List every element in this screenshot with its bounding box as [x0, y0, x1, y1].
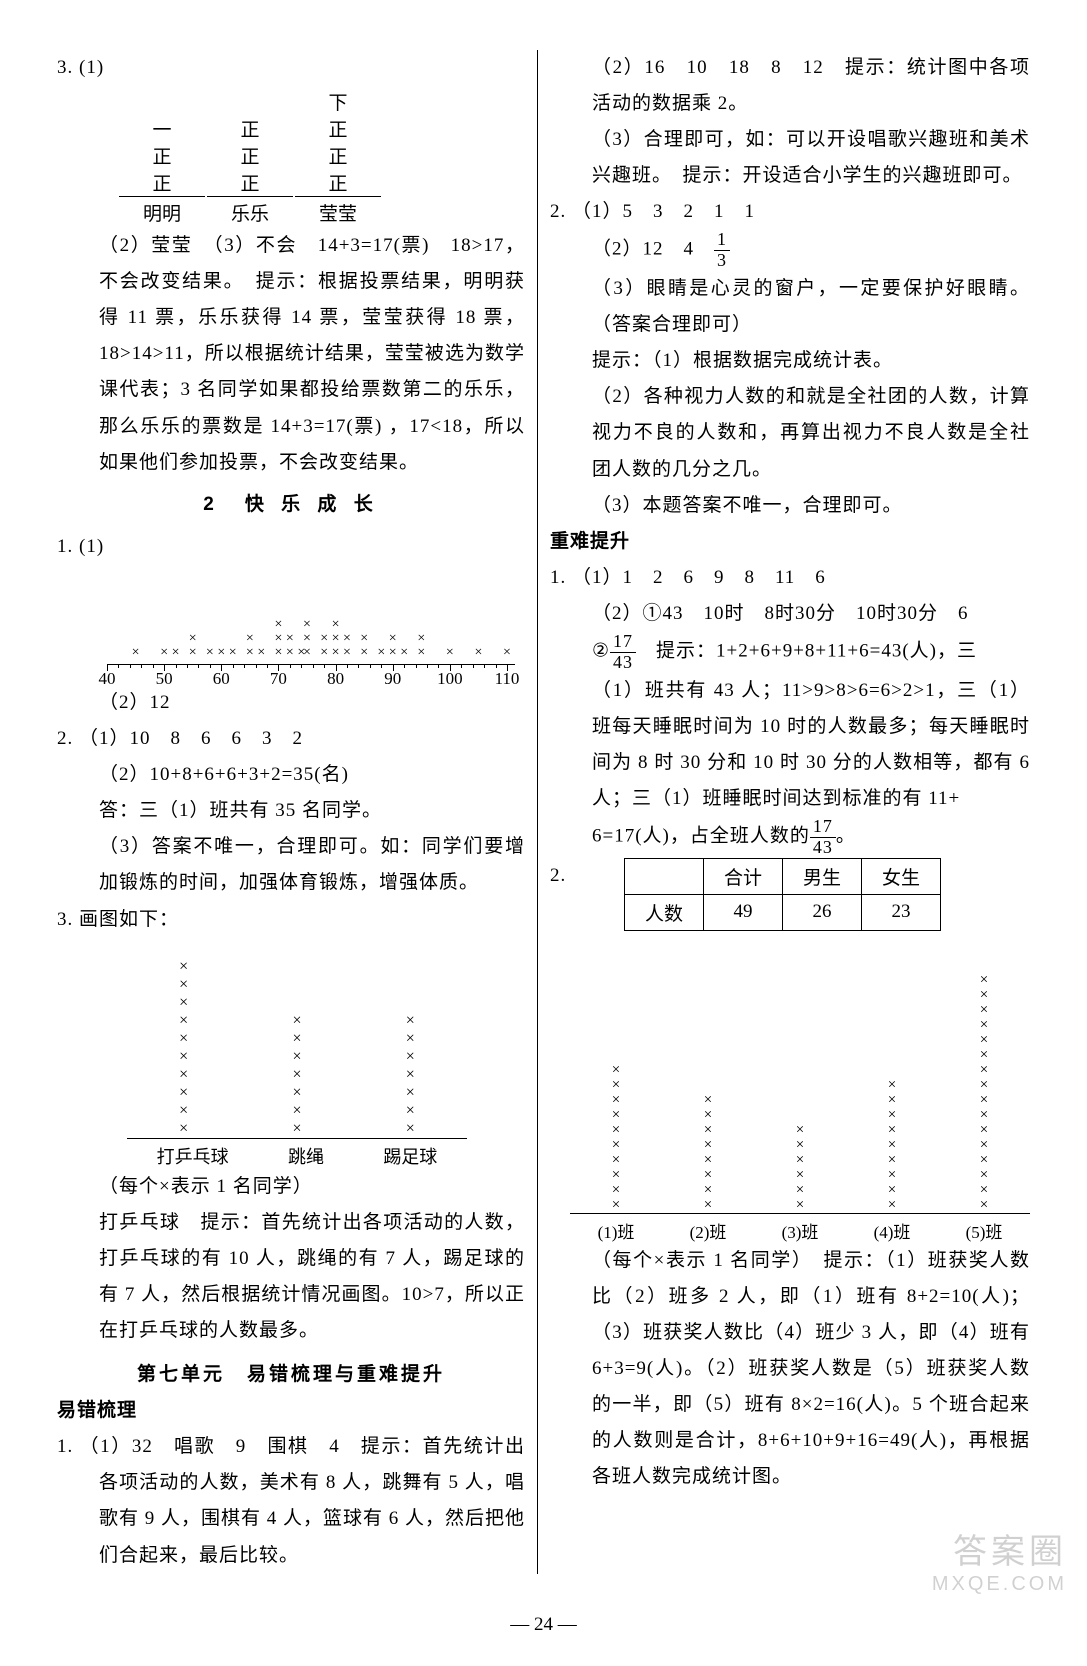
dot-plot: 405060708090100110××××××××××××××××××××××…	[107, 565, 515, 685]
tally-name-0: 明明	[119, 199, 205, 226]
yicuo-heading: 易错梳理	[57, 1393, 525, 1429]
q2-ans: 答：三（1）班共有 35 名同学。	[57, 793, 525, 829]
tally-name-1: 乐乐	[207, 199, 293, 226]
zn1-2b: ②1743 提示：1+2+6+9+8+11+6=43(人)，三	[550, 632, 1030, 673]
class-label-0: (1)班	[598, 1218, 635, 1243]
yc-hint-1: 提示：（1）根据数据完成统计表。	[550, 343, 1030, 379]
q2-2: （2）10+8+6+6+3+2=35(名)	[57, 757, 525, 793]
q3-answer: （2）莹莹 （3）不会 14+3=17(票) 18>17，不会改变结果。 提示：…	[57, 228, 525, 481]
zn1-1: 1. （1）1 2 6 9 8 11 6	[550, 560, 1030, 596]
tally-name-2: 莹莹	[295, 199, 381, 226]
section-2-title: 2 快 乐 成 长	[57, 487, 525, 523]
q2-3: （3）答案不唯一，合理即可。如：同学们要增加锻炼的时间，加强体育锻炼，增强体质。	[57, 829, 525, 901]
unit7-title: 第七单元 易错梳理与重难提升	[57, 1357, 525, 1393]
tally-table: 一正正正正正下正正正 明明 乐乐 莹莹	[117, 86, 383, 228]
data-table: 合计 男生 女生 人数 49 26 23	[624, 858, 941, 931]
watermark: 答案圈 MXQE.COM	[932, 1524, 1067, 1596]
sport-label-0: 打乒乓球	[157, 1143, 229, 1169]
class-note: （每个×表示 1 名同学） 提示：（1）班获奖人数比（2）班多 2 人，即（1）…	[550, 1243, 1030, 1496]
q1-number: 1. (1)	[57, 529, 525, 565]
class-label-4: (5)班	[966, 1218, 1003, 1243]
right-column: （2）16 10 18 8 12 提示：统计图中各项活动的数据乘 2。 （3）合…	[538, 50, 1042, 1574]
zn2-number: 2.	[550, 858, 584, 894]
yc1: 1. （1）32 唱歌 9 围棋 4 提示：首先统计出各项活动的人数，美术有 8…	[57, 1429, 525, 1573]
zn1-2a: （2）①43 10时 8时30分 10时30分 6	[550, 596, 1030, 632]
yc-hint-3: （3）本题答案不唯一，合理即可。	[550, 488, 1030, 524]
yc2-1: 2. （1）5 3 2 1 1	[550, 194, 1030, 230]
page-number: — 24 —	[0, 1604, 1087, 1666]
q3-number: 3. (1)	[57, 50, 525, 86]
left-column: 3. (1) 一正正正正正下正正正 明明 乐乐 莹莹 （2）莹莹 （3）不会 1…	[45, 50, 538, 1574]
yc2-2: （2）12 4 13	[550, 230, 1030, 271]
yc1-3: （3）合理即可，如：可以开设唱歌兴趣班和美术兴趣班。 提示：开设适合小学生的兴趣…	[550, 122, 1030, 194]
yc2-3: （3）眼睛是心灵的窗户，一定要保护好眼睛。（答案合理即可）	[550, 271, 1030, 343]
q1-2: （2）12	[57, 685, 525, 721]
yc1-2: （2）16 10 18 8 12 提示：统计图中各项活动的数据乘 2。	[550, 50, 1030, 122]
sport-chart: ×××××××××××××××××××××××× 打乒乓球 跳绳 踢足球	[127, 938, 467, 1169]
class-chart: ××××××××××××××××××××××××××××××××××××××××…	[570, 943, 1030, 1243]
class-label-3: (4)班	[874, 1218, 911, 1243]
sport-label-2: 踢足球	[383, 1143, 437, 1169]
zn1-2d: 6=17(人)，占全班人数的1743。	[550, 817, 1030, 858]
class-label-2: (3)班	[782, 1218, 819, 1243]
zhongnan-heading: 重难提升	[550, 524, 1030, 560]
yc-hint-2: （2）各种视力人数的和就是全社团的人数，计算视力不良的人数和，再算出视力不良人数…	[550, 379, 1030, 487]
sport-answer: 打乒乓球 提示：首先统计出各项活动的人数，打乒乓球的有 10 人，跳绳的有 7 …	[57, 1205, 525, 1349]
zn1-2c: （1）班共有 43 人；11>9>8>6=6>2>1，三（1）班每天睡眠时间为 …	[550, 673, 1030, 817]
sport-label-1: 跳绳	[288, 1143, 324, 1169]
q2-1: 2. （1）10 8 6 6 3 2	[57, 721, 525, 757]
class-label-1: (2)班	[690, 1218, 727, 1243]
sport-note: （每个×表示 1 名同学）	[57, 1169, 525, 1205]
q3-draw: 3. 画图如下：	[57, 902, 525, 938]
